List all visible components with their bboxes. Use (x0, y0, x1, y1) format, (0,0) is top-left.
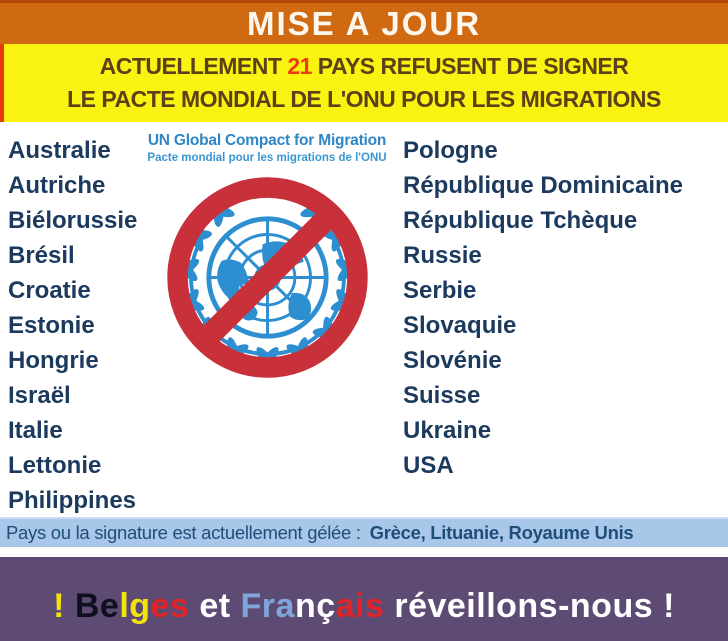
country-item: Biélorussie (8, 207, 138, 234)
country-item: Slovénie (403, 347, 502, 374)
frozen-signature-banner: Pays ou la signature est actuellement gé… (0, 517, 728, 547)
country-item: Lettonie (8, 452, 102, 479)
un-emblem-no-sign-icon (166, 177, 368, 378)
un-compact-logo-block: UN Global Compact for Migration Pacte mo… (133, 132, 401, 393)
country-item: USA (403, 452, 454, 479)
footer-colored-segment: ! (53, 586, 75, 625)
footer-colored-segment: es (150, 586, 190, 625)
frozen-banner-countries: Grèce, Lituanie, Royaume Unis (369, 522, 634, 543)
headline-band: ACTUELLEMENT 21 PAYS REFUSENT DE SIGNER … (0, 44, 728, 122)
footer-colored-segment: nç (294, 586, 336, 625)
country-item: Suisse (403, 382, 481, 409)
country-item: Italie (8, 417, 63, 444)
headline-line1-pre: ACTUELLEMENT (99, 53, 288, 79)
country-item: Israël (8, 382, 71, 409)
country-item: Russie (403, 242, 482, 269)
country-item: Slovaquie (403, 312, 517, 339)
headline-line-2: LE PACTE MONDIAL DE L'ONU POUR LES MIGRA… (67, 86, 661, 112)
country-column-left: Australie Autriche Biélorussie Brésil Croati… (8, 133, 137, 518)
country-item: Brésil (8, 242, 75, 269)
country-item: République Tchèque (403, 207, 638, 234)
footer-band: ! Belges et Français réveillons-nous ! (0, 557, 728, 641)
headline-line-1: ACTUELLEMENT 21 PAYS REFUSENT DE SIGNER (100, 50, 629, 83)
footer-colored-segment: ais (335, 586, 385, 625)
footer-colored-segment: lg (119, 586, 151, 625)
footer-colored-segment: et (189, 586, 241, 625)
country-list-section: Australie Autriche Biélorussie Brésil Croati… (0, 122, 728, 517)
left-edge-accent (0, 44, 4, 122)
footer-colored-segment: Fra (240, 586, 295, 625)
country-item: Estonie (8, 312, 95, 339)
footer-colored-segment: réveillons-nous ! (384, 586, 675, 625)
country-item: Croatie (8, 277, 91, 304)
footer-slogan: ! Belges et Français réveillons-nous ! (53, 587, 675, 626)
country-column-right: Pologne République Dominicaine République … (403, 133, 683, 483)
country-item: Ukraine (403, 417, 492, 444)
country-item: Philippines (8, 487, 137, 514)
logo-subtitle: Pacte mondial pour les migrations de l'O… (147, 152, 387, 164)
country-item: Hongrie (8, 347, 99, 374)
country-item: Serbie (403, 277, 477, 304)
page-title: MISE A JOUR (246, 4, 482, 42)
frozen-banner-label: Pays ou la signature est actuellement gé… (6, 522, 361, 543)
logo-title: UN Global Compact for Migration (147, 132, 387, 149)
headline-line1-post: PAYS REFUSENT DE SIGNER (311, 53, 629, 79)
header-band: MISE A JOUR (0, 0, 728, 44)
country-item: Australie (8, 137, 111, 164)
country-item: Autriche (8, 172, 106, 199)
refusing-count: 21 (287, 53, 312, 79)
country-item: République Dominicaine (403, 172, 684, 199)
country-item: Pologne (403, 137, 498, 164)
footer-colored-segment: Be (74, 586, 120, 625)
